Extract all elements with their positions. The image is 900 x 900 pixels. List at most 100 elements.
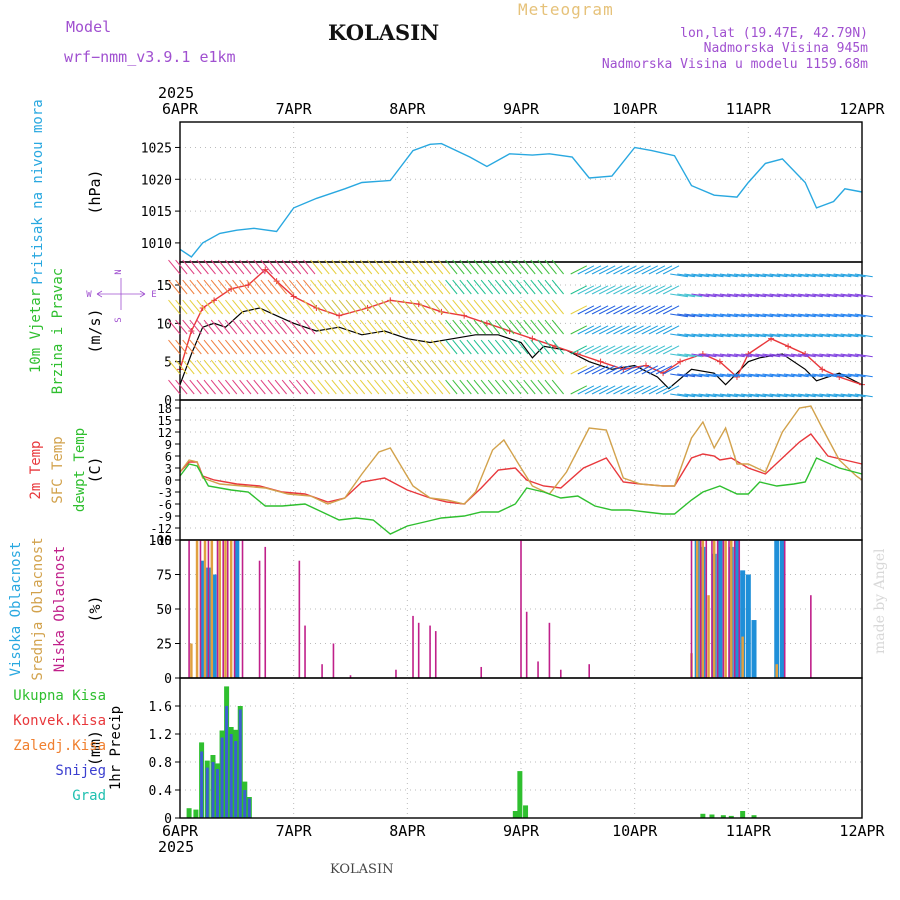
wind-barb	[317, 359, 330, 375]
wind-barb	[812, 333, 831, 338]
wind-barb	[734, 293, 752, 298]
y-tick-label: -9	[158, 510, 172, 524]
wind-barb	[182, 299, 195, 315]
wind-barb	[620, 265, 637, 275]
wind-barb	[416, 379, 429, 395]
wind-barb	[210, 279, 223, 295]
wind-barb	[324, 279, 337, 295]
wind-barb	[203, 379, 216, 395]
wind-barb	[648, 345, 666, 355]
wind-barb	[267, 279, 280, 295]
wind-barb	[762, 373, 781, 378]
wind-barb	[473, 279, 486, 295]
gust-marker	[364, 305, 371, 311]
wind-barb	[613, 385, 630, 395]
wind-barb	[719, 313, 738, 318]
bar-cloud	[717, 540, 723, 678]
wind-barb	[584, 285, 602, 295]
wind-barb	[790, 293, 809, 298]
y-tick-label: -12	[150, 522, 172, 536]
wind-barb	[487, 379, 501, 395]
wind-barb	[769, 333, 788, 338]
bar-cloud	[203, 540, 207, 678]
wind-barb	[239, 299, 252, 315]
wind-barb	[613, 305, 630, 315]
wind-barb	[381, 319, 394, 335]
wind-barb	[523, 319, 536, 335]
y-tick-label: 1015	[141, 205, 172, 220]
wind-barb	[466, 259, 479, 275]
wind-barb	[826, 373, 845, 378]
wind-barb	[381, 339, 394, 355]
wind-barb	[182, 379, 195, 395]
wind-barb	[239, 379, 252, 395]
wind-barb	[303, 299, 316, 315]
wind-barb	[175, 359, 188, 375]
wind-barb	[570, 325, 588, 335]
wind-barb	[303, 379, 316, 395]
wind-barb	[480, 379, 493, 395]
wind-barb	[551, 279, 564, 295]
wind-barb	[544, 279, 557, 295]
wind-barb	[648, 385, 666, 395]
wind-barb	[182, 359, 195, 375]
wind-barb	[274, 359, 287, 375]
wind-barb	[776, 353, 795, 358]
bar-cloud	[216, 540, 219, 678]
wind-barb	[783, 333, 802, 338]
x-tick-label-bottom: 7APR	[276, 822, 313, 840]
bar-precip	[709, 814, 715, 818]
wind-barb	[381, 379, 394, 395]
wind-barb	[833, 353, 852, 358]
wind-barb	[755, 373, 774, 378]
wind-barb	[726, 353, 745, 358]
wind-barb	[352, 279, 366, 295]
wind-barb	[217, 259, 231, 275]
wind-barb	[374, 319, 387, 335]
wind-barb	[591, 385, 609, 395]
wind-barb	[409, 279, 422, 295]
y-axis-unit: (m/s)	[86, 308, 104, 353]
wind-barb	[769, 373, 788, 378]
bar-cloud	[429, 625, 431, 678]
bar-cloud	[716, 540, 719, 678]
wind-barb	[459, 259, 472, 275]
wind-barb	[338, 259, 351, 275]
wind-barb	[670, 313, 689, 318]
wind-barb	[755, 353, 774, 358]
wind-barb	[606, 325, 623, 335]
wind-barb	[239, 259, 252, 275]
bar-cloud	[699, 540, 702, 678]
chart-subtitle: Meteogram	[518, 0, 614, 19]
wind-barb	[494, 319, 508, 335]
wind-barb	[352, 379, 366, 395]
bar-cloud	[258, 560, 261, 678]
wind-barb	[854, 313, 873, 318]
wind-barb	[741, 393, 760, 398]
wind-barb	[502, 279, 515, 295]
wind-barb	[452, 319, 465, 335]
wind-barb	[203, 259, 216, 275]
x-tick-label-bottom: 6APR	[162, 822, 199, 840]
wind-barb	[416, 299, 429, 315]
wind-barb	[840, 353, 859, 358]
wind-barb	[246, 319, 259, 335]
wind-barb	[338, 319, 351, 335]
wind-barb	[416, 359, 429, 375]
wind-barb	[741, 273, 760, 278]
wind-barb	[776, 313, 795, 318]
wind-barb	[494, 359, 508, 375]
wind-barb	[712, 393, 731, 398]
wind-barb	[225, 279, 238, 295]
bar-cloud	[222, 540, 224, 678]
wind-barb	[790, 273, 809, 278]
gust-marker	[199, 305, 206, 311]
wind-barb	[423, 299, 437, 315]
wind-barb	[705, 293, 724, 298]
wind-barb	[331, 299, 344, 315]
wind-barb	[466, 279, 479, 295]
wind-barb	[613, 265, 630, 275]
wind-barb	[620, 345, 637, 355]
y-tick-label: 0.8	[149, 756, 172, 771]
wind-barb	[662, 385, 680, 395]
